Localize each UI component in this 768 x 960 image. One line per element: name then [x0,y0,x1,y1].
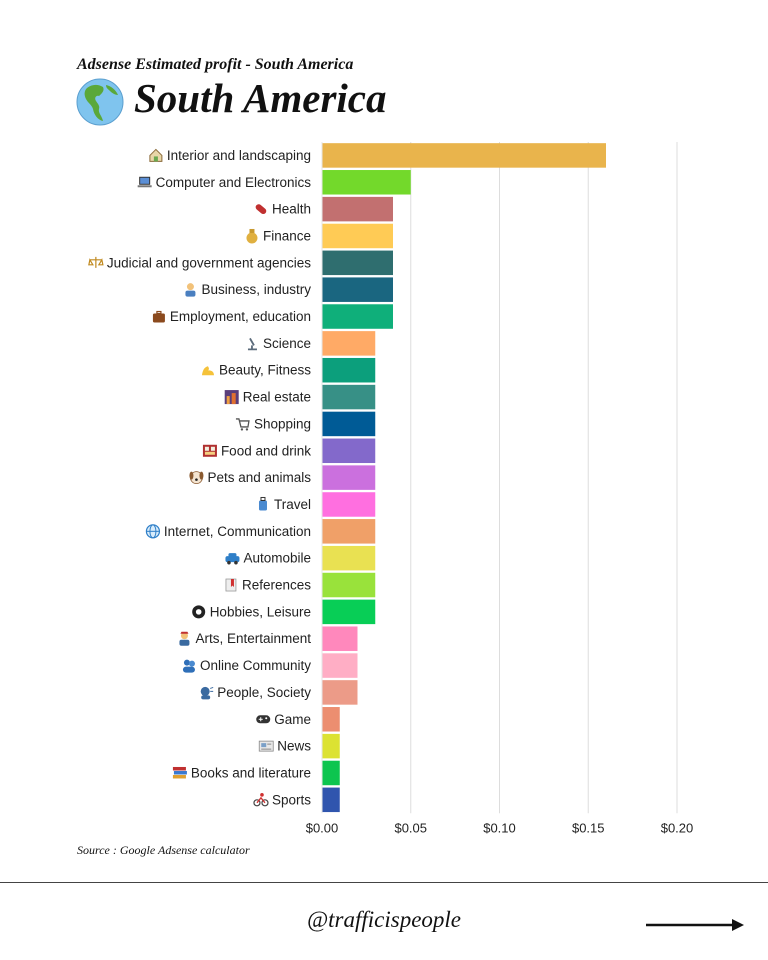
category-label: News [277,739,311,754]
microscope-icon [247,337,257,351]
bar [322,626,358,651]
bookmark-icon [225,578,237,592]
bar [322,572,376,598]
books-icon [172,766,187,779]
office-worker-icon [185,283,196,297]
dog-face-icon [189,471,204,485]
category-label: Science [263,336,311,351]
bar [322,357,376,383]
bar [322,438,376,464]
category-label: Shopping [254,416,311,431]
bar [322,492,376,517]
category-label: Employment, education [170,309,311,324]
category-label: Sports [272,792,311,807]
briefcase-icon [152,310,165,323]
category-label: People, Society [217,685,311,700]
money-bag-icon [246,228,258,244]
category-label: Books and literature [191,765,311,780]
bar [322,223,393,249]
category-label: Travel [274,497,311,512]
cyclist-icon [253,793,269,807]
category-label: Real estate [243,390,311,405]
luggage-icon [258,496,267,511]
social-handle[interactable]: @trafficispeople [306,907,462,932]
tick-label: $0.15 [572,820,605,835]
bar [322,250,393,276]
footer-divider [0,882,768,883]
category-label: Arts, Entertainment [195,631,311,646]
artist-icon [179,631,190,646]
bar [322,519,376,544]
bar [322,384,376,410]
bar [322,143,606,168]
bar [322,170,411,195]
newspaper-icon [258,740,274,752]
category-label: Business, industry [201,282,311,297]
globe-meridians-icon [145,524,161,539]
category-label: Interior and landscaping [167,148,311,163]
tick-label: $0.20 [661,820,694,835]
category-label: Game [274,712,311,727]
car-icon [225,553,240,565]
bar [322,411,376,437]
bar [322,304,393,329]
bar [322,196,393,222]
right-arrow-icon[interactable] [646,917,746,933]
tick-label: $0.10 [483,820,516,835]
people-hugging-icon [182,659,195,673]
tick-label: $0.05 [394,820,427,835]
bar-chart: Interior and landscaping Computer and Ele… [88,142,694,835]
bar [322,545,376,571]
bento-box-icon [202,444,217,457]
bar [322,653,358,678]
category-label: Online Community [200,658,311,673]
category-label: Pets and animals [207,470,311,485]
tick-label: $0.00 [306,820,339,835]
category-label: Beauty, Fitness [219,363,311,378]
source-note: Source : Google Adsense calculator [77,843,250,857]
category-label: Finance [263,228,311,243]
bar [322,599,376,625]
pool-8-ball-icon [192,605,206,619]
bar [322,787,340,813]
bar [322,680,358,705]
category-label: Judicial and government agencies [107,255,311,270]
category-label: Computer and Electronics [156,175,312,190]
pill-icon [255,204,267,215]
bar [322,733,340,759]
category-label: Hobbies, Leisure [210,604,311,619]
globe-americas-icon [76,78,124,126]
bar [322,707,340,732]
laptop-icon [137,176,152,188]
cityscape-icon [224,390,239,405]
category-label: References [242,578,311,593]
bar [322,760,340,786]
bar [322,331,376,356]
chart-title: South America [134,75,387,121]
category-label: Automobile [243,551,311,566]
bar [322,277,393,302]
house-garden-icon [149,148,163,162]
shopping-cart-icon [235,418,250,431]
bar [322,465,376,490]
speaking-heads-icon [200,686,214,700]
chart-subtitle: Adsense Estimated profit - South America [77,56,354,73]
game-controller-icon [256,715,271,724]
category-label: Food and drink [221,443,311,458]
balance-scale-icon [88,256,104,268]
flexed-biceps-icon [201,366,214,376]
category-label: Internet, Communication [164,524,311,539]
category-label: Health [272,202,311,217]
